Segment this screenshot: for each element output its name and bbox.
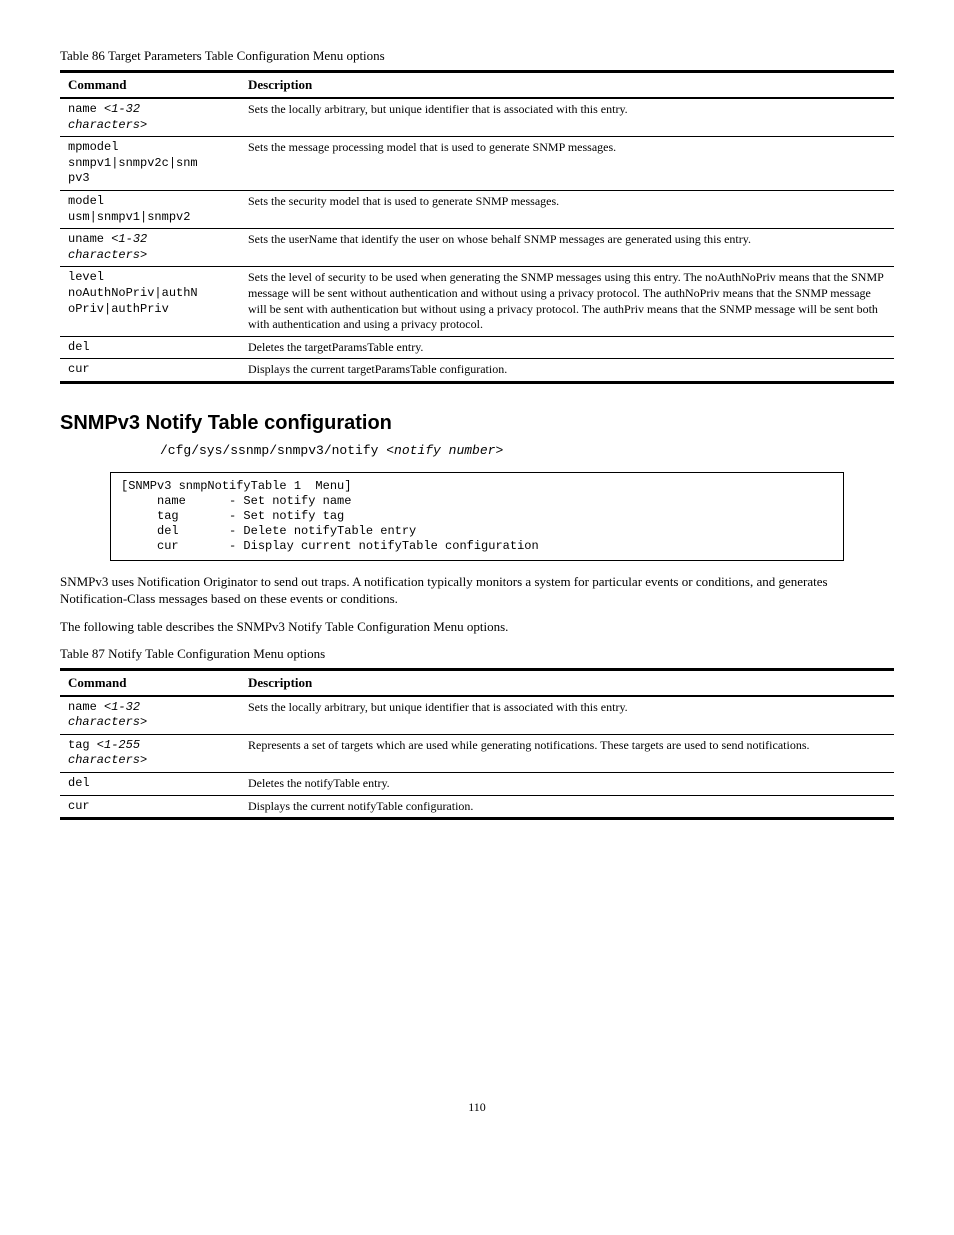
description-cell: Sets the message processing model that i… xyxy=(240,137,894,191)
table86-title: Table 86 Target Parameters Table Configu… xyxy=(60,48,894,64)
table-row: del Deletes the notifyTable entry. xyxy=(60,772,894,795)
col-description: Description xyxy=(240,72,894,99)
table87: Command Description name <1-32 character… xyxy=(60,668,894,821)
section-heading: SNMPv3 Notify Table configuration xyxy=(60,412,894,435)
syntax-cell: uname <1-32 characters> xyxy=(60,229,240,267)
syntax-post: > xyxy=(140,248,147,262)
syntax-pre: del xyxy=(68,776,90,790)
command-path: /cfg/sys/ssnmp/snmpv3/notify <notify num… xyxy=(160,443,894,458)
syntax-pre: cur xyxy=(68,362,90,376)
col-command: Command xyxy=(60,669,240,696)
syntax-post: > xyxy=(140,753,147,767)
page: Table 86 Target Parameters Table Configu… xyxy=(0,0,954,1155)
syntax-cell: name <1-32 characters> xyxy=(60,98,240,137)
syntax-cell: del xyxy=(60,772,240,795)
syntax-pre: uname < xyxy=(68,232,118,246)
syntax-cell: mpmodel snmpv1|snmpv2c|snm pv3 xyxy=(60,137,240,191)
syntax-pre: del xyxy=(68,340,90,354)
col-description: Description xyxy=(240,669,894,696)
table-row: tag <1-255 characters>Represents a set o… xyxy=(60,734,894,772)
syntax-pre: cur xyxy=(68,799,90,813)
path-pre: /cfg/sys/ssnmp/snmpv3/notify < xyxy=(160,443,394,458)
syntax-cell: model usm|snmpv1|snmpv2 xyxy=(60,190,240,228)
table-header-row: Command Description xyxy=(60,72,894,99)
description-cell: Sets the locally arbitrary, but unique i… xyxy=(240,98,894,137)
table-row: uname <1-32 characters>Sets the userName… xyxy=(60,229,894,267)
syntax-cell: del xyxy=(60,336,240,359)
table87-title: Table 87 Notify Table Configuration Menu… xyxy=(60,646,894,662)
description-cell: Deletes the targetParamsTable entry. xyxy=(240,336,894,359)
table-header-row: Command Description xyxy=(60,669,894,696)
syntax-pre: mpmodel snmpv1|snmpv2c|snm pv3 xyxy=(68,140,198,185)
table-row: del Deletes the targetParamsTable entry. xyxy=(60,336,894,359)
syntax-cell: tag <1-255 characters> xyxy=(60,734,240,772)
col-command: Command xyxy=(60,72,240,99)
syntax-cell: cur xyxy=(60,795,240,819)
description-cell: Sets the security model that is used to … xyxy=(240,190,894,228)
table86: Command Description name <1-32 character… xyxy=(60,70,894,384)
table-row: name <1-32 characters>Sets the locally a… xyxy=(60,98,894,137)
syntax-pre: name < xyxy=(68,102,111,116)
syntax-pre: level noAuthNoPriv|authN oPriv|authPriv xyxy=(68,270,198,315)
path-arg: notify number xyxy=(394,443,495,458)
syntax-post: > xyxy=(140,715,147,729)
table-row: model usm|snmpv1|snmpv2 Sets the security… xyxy=(60,190,894,228)
paragraph-1: SNMPv3 uses Notification Originator to s… xyxy=(60,573,894,608)
description-cell: Represents a set of targets which are us… xyxy=(240,734,894,772)
syntax-cell: level noAuthNoPriv|authN oPriv|authPriv xyxy=(60,267,240,336)
table-row: level noAuthNoPriv|authN oPriv|authPriv S… xyxy=(60,267,894,336)
syntax-pre: name < xyxy=(68,700,111,714)
paragraph-2: The following table describes the SNMPv3… xyxy=(60,618,894,636)
table-row: name <1-32 characters>Sets the locally a… xyxy=(60,696,894,735)
description-cell: Sets the userName that identify the user… xyxy=(240,229,894,267)
path-post: > xyxy=(495,443,503,458)
table-row: mpmodel snmpv1|snmpv2c|snm pv3 Sets the m… xyxy=(60,137,894,191)
description-cell: Deletes the notifyTable entry. xyxy=(240,772,894,795)
syntax-post: > xyxy=(140,118,147,132)
description-cell: Displays the current notifyTable configu… xyxy=(240,795,894,819)
table-row: cur Displays the current targetParamsTabl… xyxy=(60,359,894,383)
description-cell: Sets the locally arbitrary, but unique i… xyxy=(240,696,894,735)
page-number: 110 xyxy=(60,1100,894,1115)
description-cell: Sets the level of security to be used wh… xyxy=(240,267,894,336)
syntax-pre: tag < xyxy=(68,738,104,752)
description-cell: Displays the current targetParamsTable c… xyxy=(240,359,894,383)
table-row: cur Displays the current notifyTable conf… xyxy=(60,795,894,819)
menu-listing: [SNMPv3 snmpNotifyTable 1 Menu] name - S… xyxy=(110,472,844,561)
syntax-pre: model usm|snmpv1|snmpv2 xyxy=(68,194,190,224)
syntax-cell: name <1-32 characters> xyxy=(60,696,240,735)
syntax-cell: cur xyxy=(60,359,240,383)
